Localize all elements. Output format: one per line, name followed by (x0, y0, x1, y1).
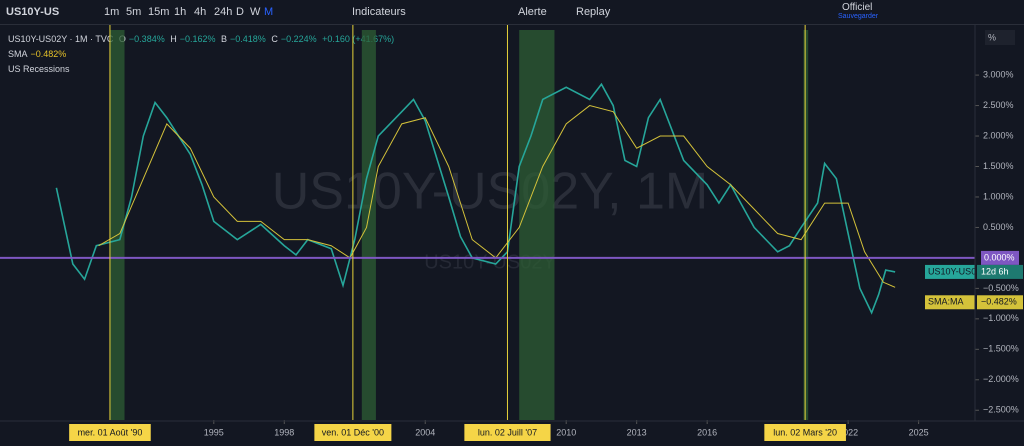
y-tick-label: −0.500% (983, 283, 1019, 293)
interval-button[interactable]: 15m (148, 6, 170, 18)
x-tick-label: 2016 (697, 427, 717, 437)
replay-button[interactable]: Replay (576, 6, 611, 18)
sma-value: −0.482% (30, 49, 67, 59)
interval-button[interactable]: 4h (194, 6, 207, 18)
series-name-label: US10Y-US02Y (928, 266, 987, 276)
event-label-text: mer. 01 Août '90 (78, 427, 143, 437)
h-value: −0.162% (179, 34, 216, 44)
event-label-bg (464, 424, 551, 441)
zero-label-bg (981, 250, 1019, 265)
zero-label: 0.000% (984, 252, 1015, 262)
b-value: −0.418% (230, 34, 266, 44)
save-status[interactable]: Sauvegarder (838, 13, 879, 20)
indicators-button[interactable]: Indicateurs (352, 6, 406, 18)
recessions-label: US Recessions (8, 64, 70, 74)
alert-button[interactable]: Alerte (518, 6, 547, 18)
series-name-label: SMA:MA (928, 297, 964, 307)
last-value-label: −0.482% (981, 297, 1017, 307)
c-value: −0.224% (280, 34, 317, 44)
event-label-text: lun. 02 Juill '07 (478, 427, 537, 437)
y-tick-label: 3.000% (983, 69, 1014, 79)
x-tick-label: 2010 (556, 427, 576, 437)
last-value-bg (977, 295, 1023, 310)
change: +0.160 (+41.67%) (322, 34, 395, 44)
legend-title: US10Y-US02Y · 1M · TVC (8, 34, 114, 44)
y-tick-label: −1.000% (983, 313, 1019, 323)
sma-label: SMA (8, 49, 28, 59)
event-label: lun. 02 Mars '20 (764, 424, 846, 441)
last-label-bg (925, 295, 975, 310)
y-tick-label: 2.500% (983, 100, 1014, 110)
x-tick-label: 1998 (274, 427, 294, 437)
interval-button[interactable]: 1m (104, 6, 120, 18)
series-line (55, 82, 896, 315)
y-tick-label: −2.500% (983, 405, 1019, 415)
chart: % US10Y-US02Y, 1M US10Y-US02Y 3.000% 2.50… (0, 25, 1024, 441)
scale-button-bg (985, 30, 1015, 45)
interval-button[interactable]: D (236, 6, 244, 18)
event-label-bg (314, 424, 392, 441)
toolbar: US10Y-US 1m 5m 15m 1h 4h 24h D W M Indicateurs A… (0, 0, 1024, 25)
last-value-bg (977, 264, 1023, 279)
o-value: −0.384% (128, 34, 165, 44)
x-tick-label: 2022 (838, 427, 858, 437)
countdown: 12d 6h (981, 266, 1009, 276)
y-tick-label: 1.000% (983, 191, 1014, 201)
recession-band (361, 30, 376, 420)
x-tick-label: 2004 (415, 427, 435, 437)
y-tick-label: −1.500% (983, 344, 1019, 354)
h-label: H (170, 34, 177, 44)
interval-button[interactable]: M (264, 6, 274, 18)
c-label: C (271, 34, 278, 44)
y-tick-label: 2.000% (983, 130, 1014, 140)
last-label-bg (925, 264, 975, 279)
recession-band (519, 30, 555, 420)
x-tick-label: 1995 (204, 427, 224, 437)
scale-button[interactable]: % (988, 32, 996, 42)
legend: US10Y-US02Y · 1M · TVC O−0.384% H−0.162%… (8, 32, 397, 77)
y-tick-label: 1.500% (983, 161, 1014, 171)
interval-button[interactable]: 24h (214, 6, 233, 18)
event-label: lun. 02 Juill '07 (464, 424, 551, 441)
recession-band (803, 30, 809, 420)
interval-button[interactable]: W (250, 6, 261, 18)
y-tick-label: 0.500% (983, 222, 1014, 232)
b-label: B (221, 34, 228, 44)
symbol[interactable]: US10Y-US (6, 6, 60, 18)
event-label-text: ven. 01 Déc '00 (322, 427, 384, 437)
interval-button[interactable]: 1h (174, 6, 187, 18)
x-tick-label: 2025 (909, 427, 929, 437)
layout-name[interactable]: Officiel (842, 2, 873, 13)
event-label-bg (69, 424, 151, 441)
watermark: US10Y-US02Y, 1M (272, 163, 709, 221)
event-label: ven. 01 Déc '00 (314, 424, 392, 441)
x-tick-label: 2013 (627, 427, 647, 437)
event-label: mer. 01 Août '90 (69, 424, 151, 441)
event-label-text: lun. 02 Mars '20 (773, 427, 837, 437)
interval-button[interactable]: 5m (126, 6, 142, 18)
y-tick-label: −2.000% (983, 374, 1019, 384)
recession-band (110, 30, 125, 420)
event-label-bg (764, 424, 846, 441)
